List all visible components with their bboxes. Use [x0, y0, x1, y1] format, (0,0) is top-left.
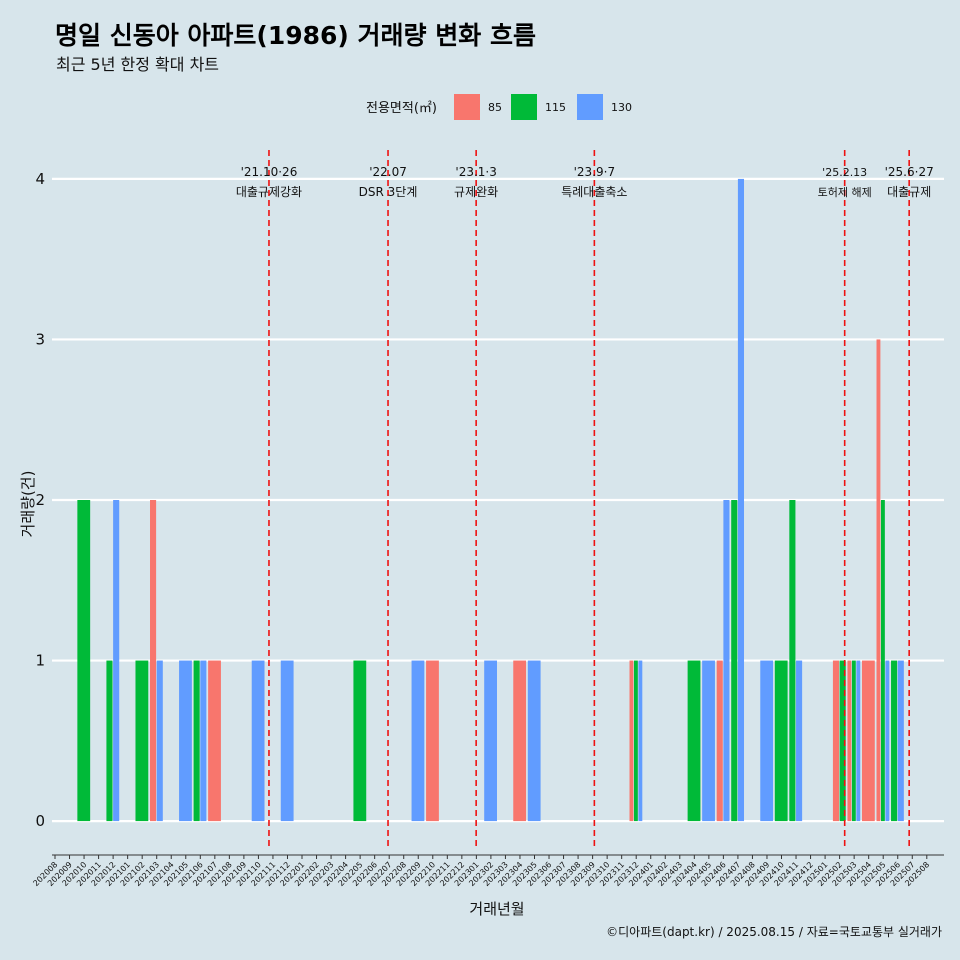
- event-policy-label: 규제완화: [454, 185, 498, 199]
- bar-202209-130: [411, 660, 425, 822]
- legend-swatch-130: [577, 94, 603, 120]
- bar-202103-85: [150, 500, 157, 822]
- bar-202406-130: [723, 500, 730, 822]
- bar-202506-115: [891, 660, 898, 822]
- bar-202409-130: [760, 660, 774, 822]
- legend-label-115: 115: [545, 101, 566, 114]
- x-axis-label: 거래년월: [469, 900, 524, 918]
- bar-202010-115: [77, 500, 91, 822]
- y-tick-label: 1: [35, 652, 45, 670]
- event-policy-label: 대출규제: [887, 185, 931, 199]
- bars: [77, 178, 904, 822]
- bar-202505-115: [880, 500, 885, 822]
- bar-202407-130: [737, 178, 745, 822]
- event-policy-label: DSR 3단계: [359, 185, 418, 199]
- bar-202406-85: [716, 660, 723, 822]
- bar-202410-115: [774, 660, 788, 822]
- bar-202107-85: [208, 660, 221, 822]
- bar-202312-85: [629, 660, 634, 822]
- bar-202110-130: [251, 660, 265, 822]
- bar-202305-130: [527, 660, 541, 822]
- chart-title: 명일 신동아 아파트(1986) 거래량 변화 흐름: [55, 21, 536, 50]
- bar-202210-85: [426, 660, 439, 822]
- event-policy-label: 대출규제강화: [236, 185, 302, 199]
- bar-202103-130: [156, 660, 163, 822]
- bar-202405-130: [702, 660, 715, 822]
- bar-202012-115: [106, 660, 113, 822]
- y-tick-label: 0: [35, 812, 45, 830]
- bar-202106-130: [200, 660, 207, 822]
- legend-label-85: 85: [488, 101, 502, 114]
- bar-202407-115: [731, 500, 738, 822]
- y-tick-label: 2: [35, 491, 45, 509]
- chart-subtitle: 최근 5년 한정 확대 차트: [56, 55, 219, 74]
- bar-202504-85: [861, 660, 875, 822]
- y-axis-label: 거래량(건): [19, 471, 37, 538]
- event-date-label: '25.6·27: [885, 165, 934, 179]
- bar-202312-130: [638, 660, 643, 822]
- bar-202205-115: [353, 660, 367, 822]
- event-policy-label: 토허제 해제: [818, 185, 872, 199]
- bar-202112-130: [280, 660, 294, 822]
- event-date-label: '25.2.13: [822, 166, 867, 179]
- bar-202506-130: [897, 660, 904, 822]
- bar-202106-115: [193, 660, 200, 822]
- bar-202312-115: [633, 660, 638, 822]
- bar-202404-115: [687, 660, 701, 822]
- legend-label-130: 130: [611, 101, 632, 114]
- bar-202102-115: [135, 660, 149, 822]
- y-tick-label: 4: [35, 170, 45, 188]
- event-lines: '21.10·26 대출규제강화 '22.07 DSR 3단계 '23.1·3 규제완화 '…: [236, 150, 934, 850]
- legend-swatch-115: [511, 94, 537, 120]
- legend: 전용면적(㎡) 85 115 130: [366, 94, 632, 120]
- y-axis-ticks: 0 1 2 3 4: [35, 170, 45, 830]
- legend-title: 전용면적(㎡): [366, 101, 437, 116]
- y-tick-label: 3: [35, 330, 45, 348]
- bar-202502-115: [839, 660, 846, 822]
- bar-202503-130: [856, 660, 861, 822]
- event-date-label: '21.10·26: [241, 165, 298, 179]
- bar-202304-85: [513, 660, 527, 822]
- bar-202012-130: [113, 500, 120, 822]
- event-date-label: '23.9·7: [574, 165, 615, 179]
- event-policy-label: 특례대출축소: [561, 185, 627, 199]
- source-caption: ©디아파트(dapt.kr) / 2025.08.15 / 자료=국토교통부 실…: [606, 925, 942, 939]
- bar-202302-130: [484, 660, 497, 822]
- bar-202503-85: [847, 660, 852, 822]
- bar-202105-130: [179, 660, 192, 822]
- x-axis: 2020082020092020102020112020122021012021…: [31, 854, 944, 888]
- bar-202505-130: [885, 660, 890, 822]
- bar-202505-85: [876, 339, 881, 822]
- event-date-label: '22.07: [369, 165, 407, 179]
- legend-swatch-85: [454, 94, 480, 120]
- bar-202502-85: [832, 660, 840, 822]
- bar-202411-115: [789, 500, 796, 822]
- bar-202411-130: [796, 660, 803, 822]
- bar-202503-115: [851, 660, 856, 822]
- event-date-label: '23.1·3: [455, 165, 496, 179]
